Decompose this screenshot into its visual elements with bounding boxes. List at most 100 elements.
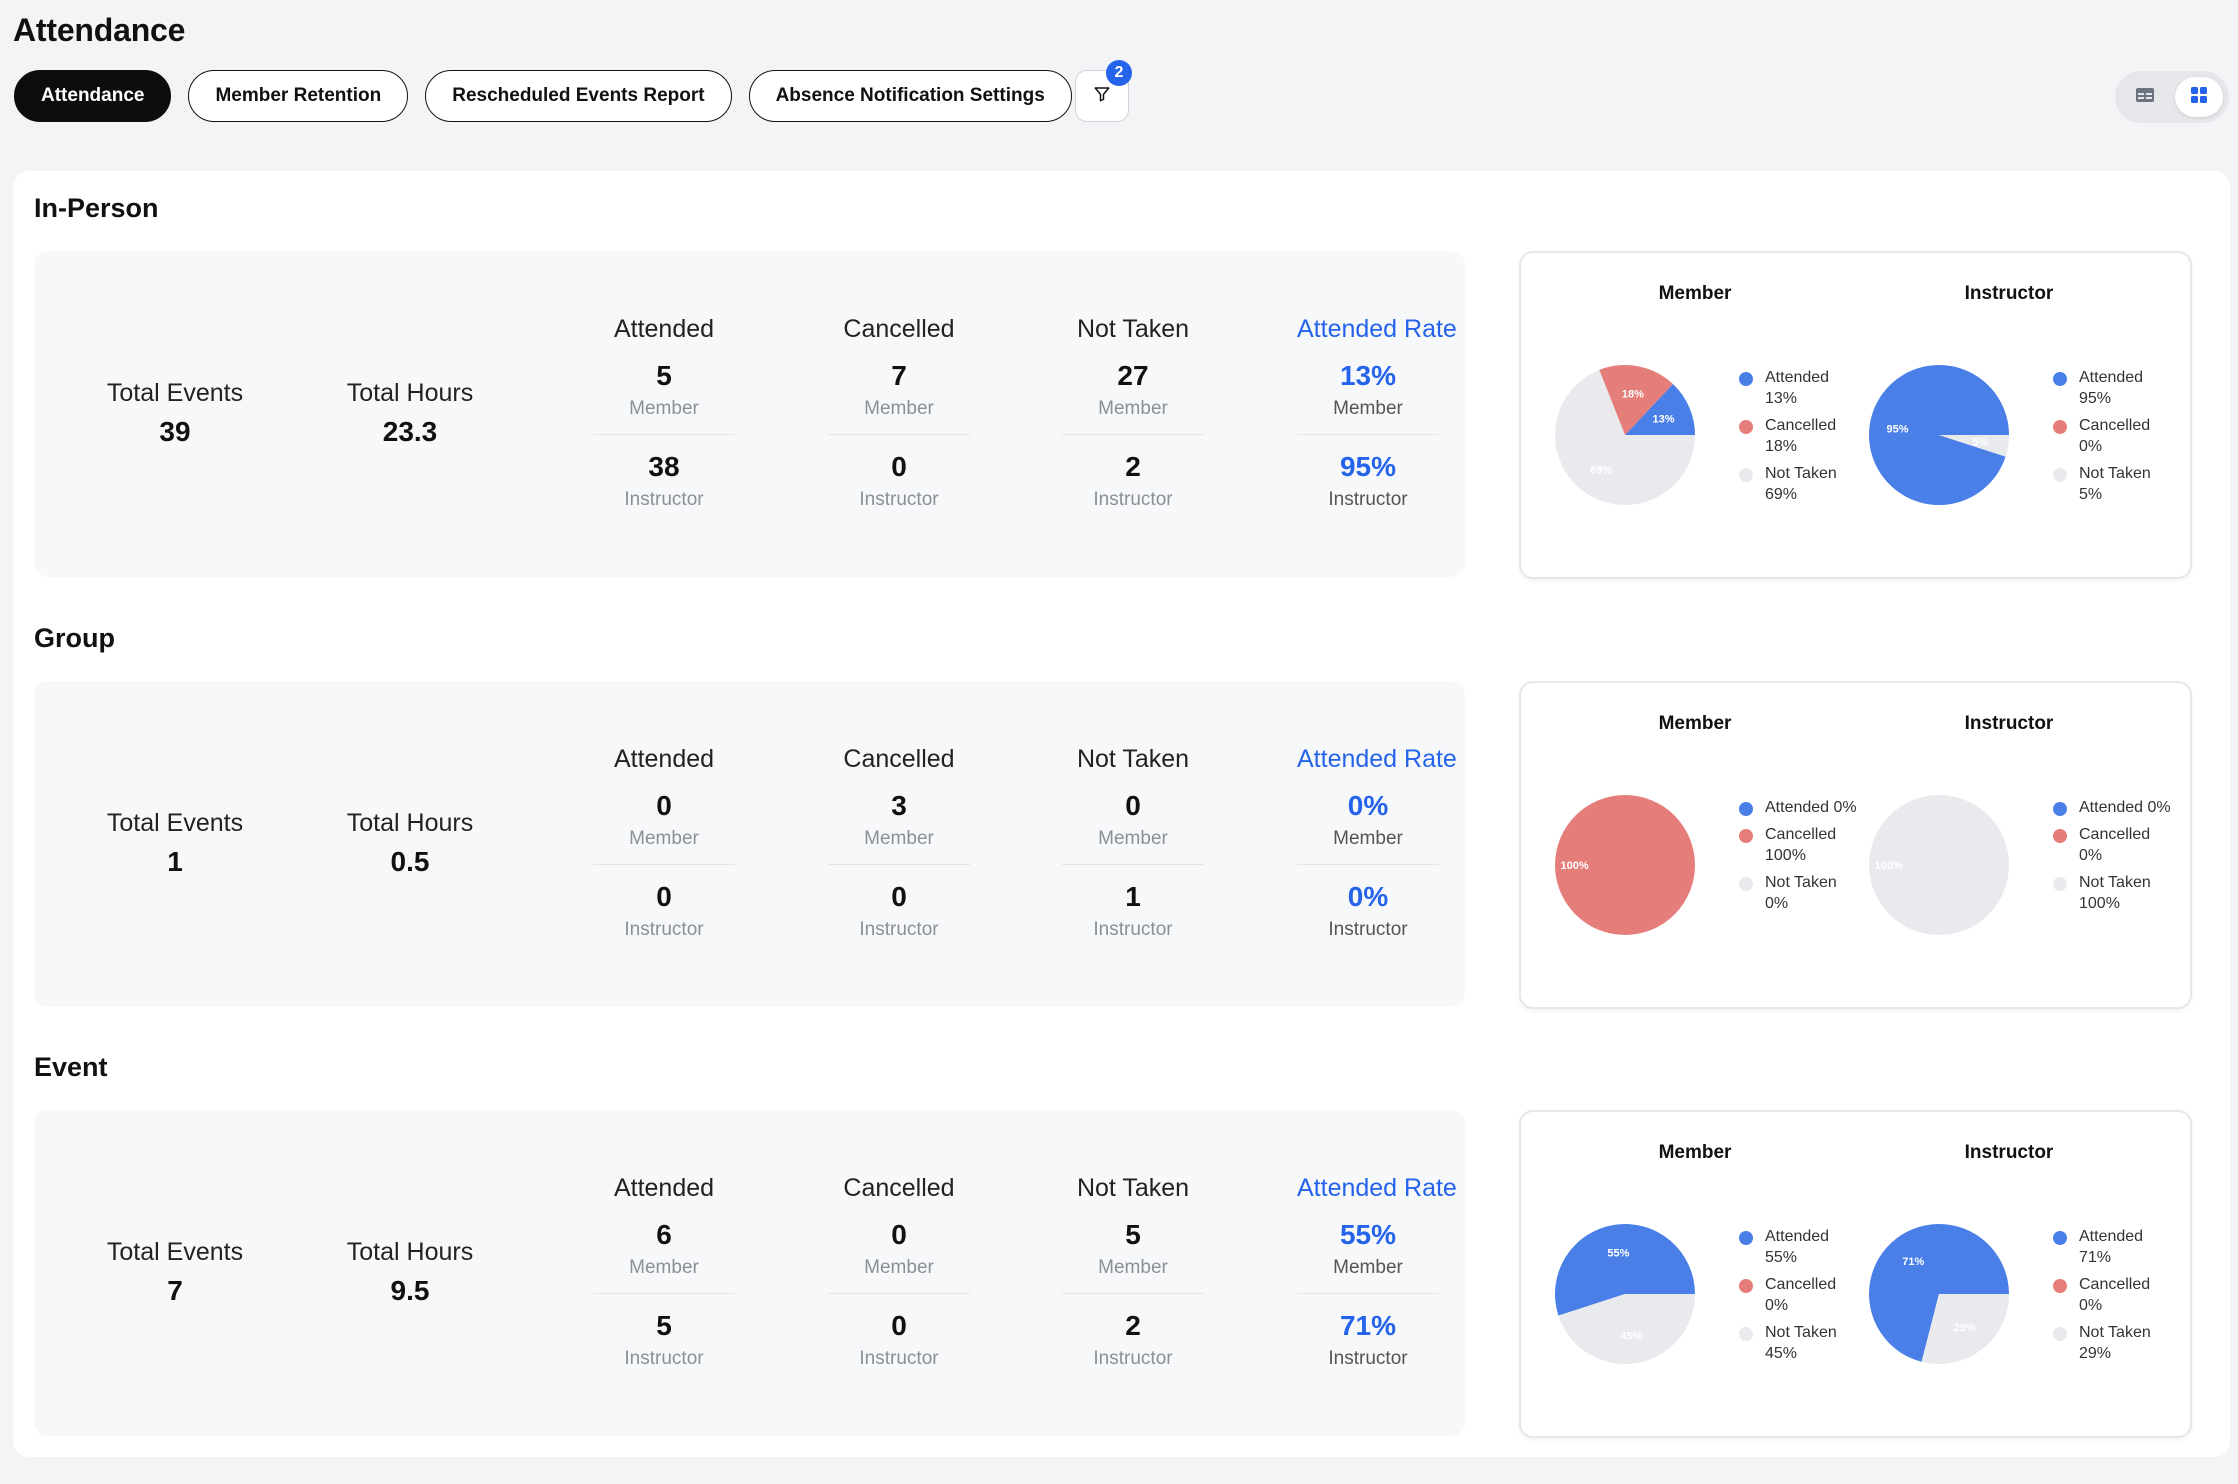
- legend-swatch: [2053, 420, 2067, 434]
- total-hours-label: Total Hours: [346, 379, 474, 407]
- tab-attendance[interactable]: Attendance: [14, 70, 172, 122]
- attended-instructor-value: 5: [656, 1310, 672, 1341]
- pie-legend: Attended 95% Cancelled 0% Not Taken 5%: [2053, 367, 2151, 511]
- instructor-label: Instructor: [1093, 1348, 1173, 1369]
- total-hours-value: 23.3: [382, 416, 438, 447]
- legend-text: Not Taken 100%: [2079, 874, 2151, 912]
- legend-text: Cancelled 0%: [2079, 1276, 2151, 1314]
- attended-member-value: 0: [656, 790, 672, 821]
- pie-slice-label: 5%: [1973, 437, 1989, 449]
- attended-member-value: 6: [656, 1219, 672, 1250]
- attended-rate-member-value: 13%: [1339, 360, 1397, 391]
- cancelled-instructor-value: 0: [891, 1310, 907, 1341]
- divider: [593, 864, 735, 865]
- tab-absence-notification-settings[interactable]: Absence Notification Settings: [748, 70, 1072, 122]
- not-taken-header: Not Taken: [1076, 315, 1190, 343]
- legend-item-attended: Attended 71%: [2053, 1226, 2151, 1268]
- total-events-value: 1: [167, 846, 183, 877]
- report-tabs: Attendance Member Retention Rescheduled …: [14, 70, 1072, 122]
- total-events-stat: Total Events 7: [75, 1238, 275, 1307]
- pie-chart-title: Member: [1658, 713, 1732, 734]
- legend-text: Not Taken 69%: [1765, 465, 1837, 503]
- legend-text: Attended 71%: [2079, 1228, 2144, 1266]
- tab-member-retention[interactable]: Member Retention: [188, 70, 409, 122]
- cancelled-column: Cancelled 0 Member 0 Instructor: [828, 1174, 970, 1370]
- pie-chart-title: Instructor: [1964, 713, 2054, 734]
- divider: [1062, 434, 1204, 435]
- pie-slice-not-taken: [1939, 435, 2009, 457]
- instructor-label: Instructor: [1093, 919, 1173, 940]
- pie-slice-attended: [1869, 365, 2009, 506]
- legend-item-cancelled: Cancelled 0%: [2053, 1274, 2151, 1316]
- instructor-label: Instructor: [1328, 919, 1408, 940]
- cancelled-column: Cancelled 3 Member 0 Instructor: [828, 745, 970, 941]
- legend-swatch: [1739, 1279, 1753, 1293]
- legend-text: Not Taken 0%: [1765, 874, 1837, 912]
- legend-text: Not Taken 29%: [2079, 1324, 2151, 1362]
- pie-slice-label: 100%: [1875, 860, 1903, 872]
- member-label: Member: [629, 828, 699, 849]
- not-taken-member-value: 0: [1125, 790, 1141, 821]
- not-taken-header: Not Taken: [1076, 1174, 1190, 1202]
- pie-slice-cancelled: [1599, 365, 1673, 435]
- divider: [828, 864, 970, 865]
- pie-slice-label: 29%: [1954, 1322, 1976, 1334]
- total-events-label: Total Events: [106, 379, 244, 407]
- total-events-value: 7: [167, 1275, 183, 1306]
- pie-legend: Attended 71% Cancelled 0% Not Taken 29%: [2053, 1226, 2151, 1370]
- legend-swatch: [1739, 1327, 1753, 1341]
- legend-swatch: [1739, 468, 1753, 482]
- table-view-button[interactable]: [2121, 77, 2169, 117]
- divider: [1297, 864, 1439, 865]
- chart-card: Member 13% 18% 69% Attended 13% Cancelled 18%…: [1519, 251, 2192, 579]
- divider: [1062, 1293, 1204, 1294]
- attended-column: Attended 0 Member 0 Instructor: [593, 745, 735, 941]
- divider: [1297, 1293, 1439, 1294]
- pie-chart-instructor: 71% 29%: [1869, 1224, 2009, 1364]
- legend-text: Attended 13%: [1765, 369, 1830, 407]
- legend-swatch: [2053, 372, 2067, 386]
- pie-slice-label: 95%: [1887, 423, 1909, 435]
- legend-text: Attended 0%: [1765, 799, 1857, 816]
- divider: [593, 434, 735, 435]
- legend-swatch: [2053, 1279, 2067, 1293]
- pie-chart-title: Instructor: [1964, 283, 2054, 304]
- filter-button[interactable]: 2: [1075, 60, 1132, 122]
- tab-rescheduled-events-report[interactable]: Rescheduled Events Report: [425, 70, 732, 122]
- cancelled-header: Cancelled: [843, 1174, 955, 1202]
- legend-item-attended: Attended 0%: [1739, 797, 1857, 818]
- stats-panel: Total Events 39 Total Hours 23.3 Attended 5 Me…: [34, 251, 1465, 577]
- section-title: Event: [34, 1052, 108, 1082]
- legend-text: Not Taken 5%: [2079, 465, 2151, 503]
- member-label: Member: [864, 398, 934, 419]
- pie-slice-attended: [1869, 1224, 2009, 1362]
- total-hours-value: 9.5: [390, 1275, 430, 1306]
- legend-item-cancelled: Cancelled 0%: [2053, 824, 2171, 866]
- member-label: Member: [1098, 828, 1168, 849]
- pie-slice-attended: [1555, 1224, 1695, 1316]
- attended-rate-instructor-value: 95%: [1339, 451, 1397, 482]
- legend-text: Cancelled 0%: [1765, 1276, 1837, 1314]
- table-view-icon: [2135, 87, 2155, 108]
- legend-item-attended: Attended 55%: [1739, 1226, 1837, 1268]
- legend-item-not-taken: Not Taken 5%: [2053, 463, 2151, 505]
- filter-icon: [1093, 85, 1111, 108]
- legend-item-cancelled: Cancelled 0%: [1739, 1274, 1837, 1316]
- pie-slice-label: 55%: [1607, 1248, 1629, 1260]
- legend-swatch: [2053, 802, 2067, 816]
- chart-card: Member 100% Attended 0% Cancelled 100% Not T…: [1519, 681, 2192, 1009]
- cancelled-member-value: 3: [891, 790, 907, 821]
- member-label: Member: [629, 398, 699, 419]
- instructor-label: Instructor: [1328, 489, 1408, 510]
- attended-rate-column: Attended Rate 0% Member 0% Instructor: [1297, 745, 1457, 941]
- legend-item-attended: Attended 95%: [2053, 367, 2151, 409]
- section-title: In-Person: [34, 193, 159, 223]
- attended-rate-member-value: 55%: [1339, 1219, 1397, 1250]
- legend-item-cancelled: Cancelled 0%: [2053, 415, 2151, 457]
- cancelled-header: Cancelled: [843, 745, 955, 773]
- grid-view-button[interactable]: [2175, 77, 2223, 117]
- member-label: Member: [1098, 398, 1168, 419]
- instructor-label: Instructor: [624, 489, 704, 510]
- attended-member-value: 5: [656, 360, 672, 391]
- legend-swatch: [2053, 1231, 2067, 1245]
